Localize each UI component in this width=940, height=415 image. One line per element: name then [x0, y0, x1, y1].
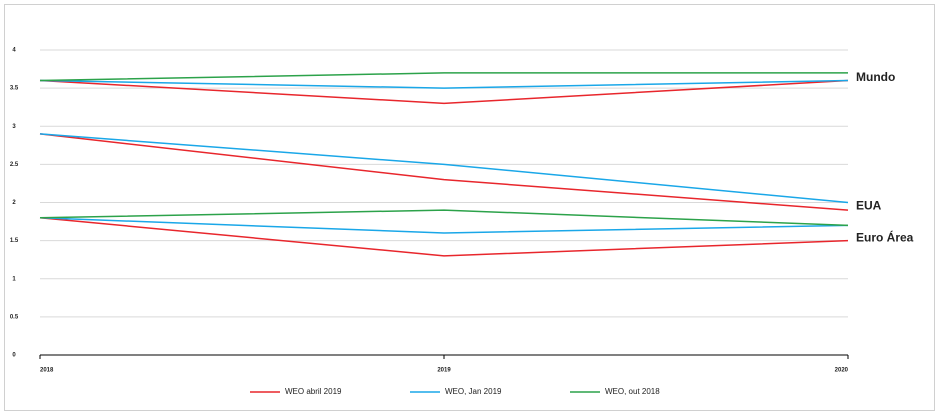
line-label: Euro Área — [856, 230, 914, 245]
series-line — [39, 209, 849, 227]
series-line — [39, 72, 848, 82]
series-line — [39, 217, 849, 234]
x-tick-label: 2019 — [437, 368, 451, 374]
series-line — [39, 217, 849, 257]
legend-label: WEO, Jan 2019 — [445, 387, 502, 396]
series-line — [39, 133, 849, 204]
y-tick-label: 1.5 — [10, 238, 19, 244]
chart-border — [4, 4, 935, 411]
y-tick-label: 3.5 — [10, 86, 19, 92]
y-tick-label: 0.5 — [10, 314, 19, 320]
y-tick-label: 1 — [12, 276, 16, 282]
y-tick-label: 2 — [12, 200, 16, 206]
series-line — [39, 133, 849, 211]
line-label: EUA — [856, 198, 882, 212]
y-tick-label: 3 — [12, 124, 16, 130]
series-line — [39, 79, 849, 89]
legend-label: WEO, out 2018 — [605, 387, 660, 396]
x-tick-label: 2018 — [40, 368, 54, 374]
y-tick-label: 4 — [12, 48, 16, 54]
x-tick-label: 2020 — [835, 368, 849, 374]
series-line — [39, 79, 849, 105]
y-tick-label: 0 — [12, 353, 16, 359]
line-label: Mundo — [856, 70, 895, 84]
legend-label: WEO abril 2019 — [285, 387, 342, 396]
y-tick-label: 2.5 — [10, 162, 19, 168]
